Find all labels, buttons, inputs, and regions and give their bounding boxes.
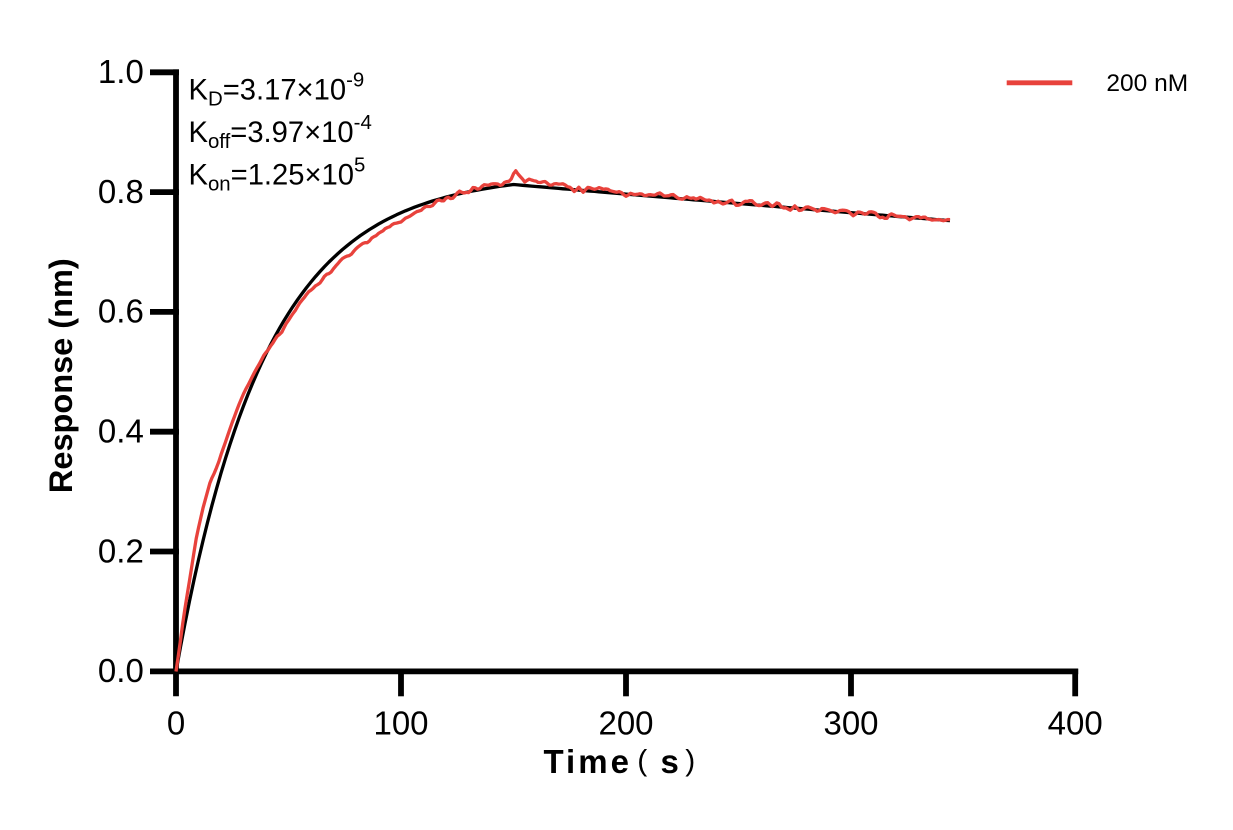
- svg-text:): ): [685, 745, 695, 778]
- svg-text:0.2: 0.2: [98, 532, 144, 569]
- svg-text:0.6: 0.6: [98, 293, 144, 330]
- svg-text:300: 300: [823, 705, 878, 742]
- svg-text:400: 400: [1048, 705, 1103, 742]
- svg-text:Response (nm): Response (nm): [43, 258, 79, 493]
- svg-text:0.0: 0.0: [98, 652, 144, 689]
- svg-text:100: 100: [373, 705, 428, 742]
- svg-text:Time: Time: [544, 743, 632, 780]
- svg-text:s: s: [661, 743, 679, 780]
- svg-text:0.8: 0.8: [98, 173, 144, 210]
- svg-text:200: 200: [598, 705, 653, 742]
- svg-text:200 nM: 200 nM: [1106, 70, 1188, 97]
- svg-text:1.0: 1.0: [98, 53, 144, 90]
- svg-text:0: 0: [167, 705, 185, 742]
- svg-text:0.4: 0.4: [98, 413, 144, 450]
- svg-text:(: (: [637, 745, 647, 778]
